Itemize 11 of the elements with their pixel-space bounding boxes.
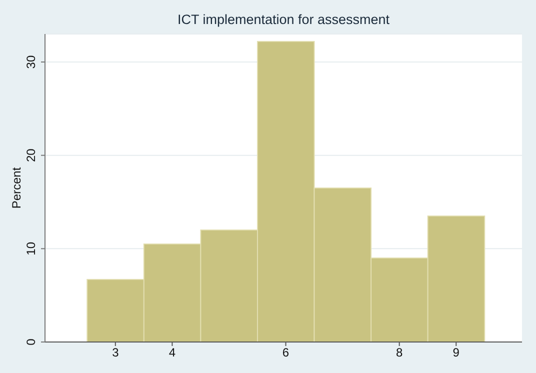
y-tick-label: 20 [24, 148, 38, 162]
x-tick-label: 6 [282, 346, 290, 360]
y-tick-label: 0 [24, 338, 38, 346]
y-tick-label: 10 [24, 242, 38, 256]
x-tick-label: 8 [396, 346, 403, 360]
x-tick-label: 9 [452, 346, 460, 360]
y-axis-title: Percent [9, 166, 24, 209]
y-tick-label: 30 [24, 55, 38, 69]
x-tick-label: 4 [168, 346, 176, 360]
x-tick-label: 3 [112, 346, 120, 360]
chart-title: ICT implementation for assessment [176, 12, 391, 27]
